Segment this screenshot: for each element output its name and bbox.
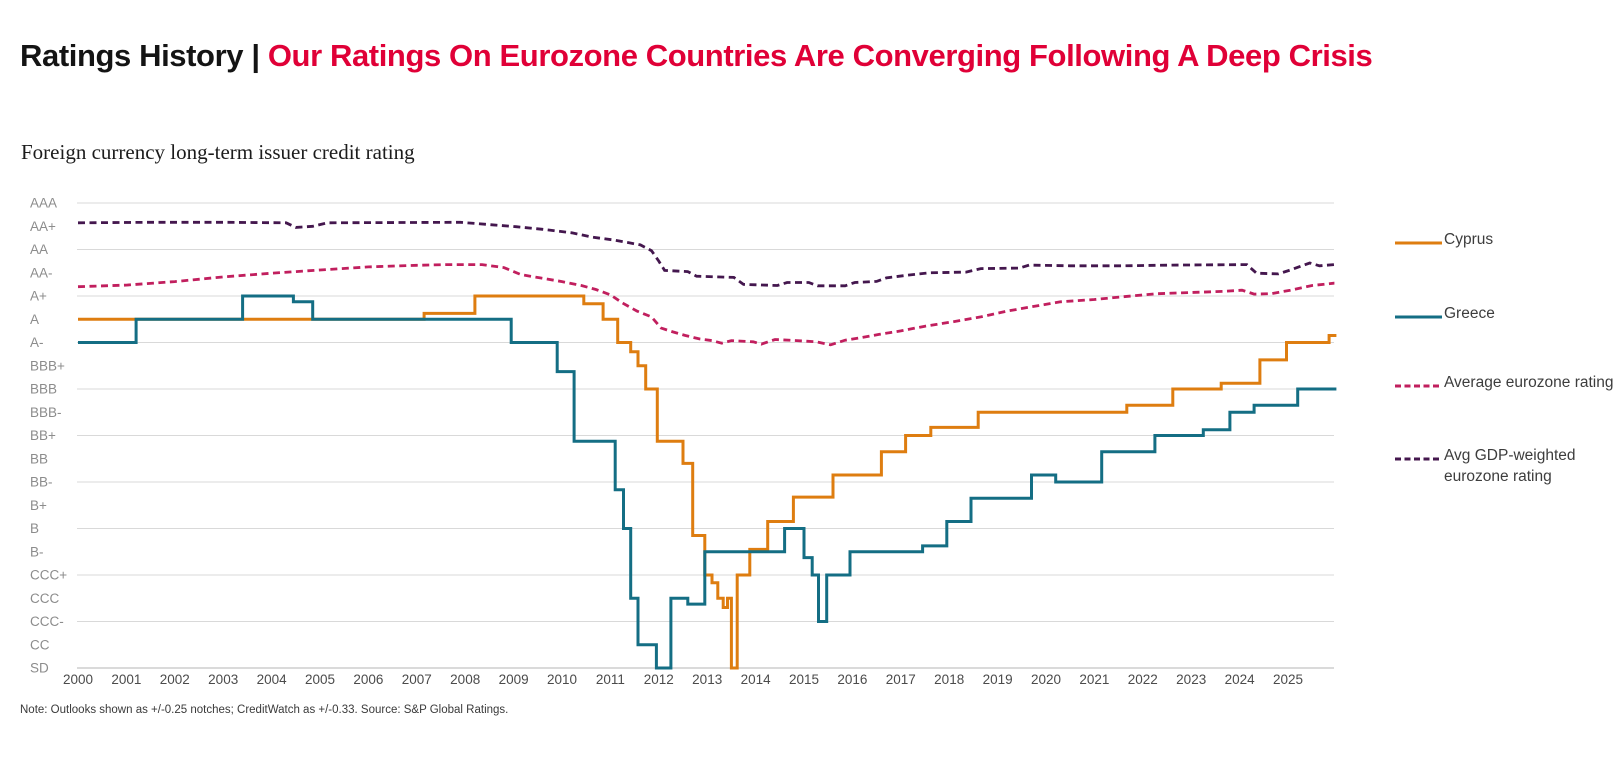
x-axis-label: 2016 [837,672,867,687]
series-line-cyprus [78,294,1337,670]
x-axis-label: 2003 [208,672,238,687]
legend-item-gdp-weighted: Avg GDP-weighted eurozone rating [1394,445,1613,487]
y-axis-label: BBB+ [30,358,65,373]
page-title-highlight: Our Ratings On Eurozone Countries Are Co… [267,37,1373,73]
x-axis-label: 2014 [741,672,772,687]
y-axis-label: B [30,521,39,536]
x-axis-label: 2015 [789,672,819,687]
y-axis-label: BB [30,451,48,466]
x-axis-label: 2002 [160,672,190,687]
y-axis-label: B- [30,544,44,559]
gdp-weighted-line-swatch [1395,457,1442,461]
cyprus-line-swatch [1395,241,1442,245]
y-axis-label: AA+ [30,219,56,234]
x-axis-label: 2021 [1079,672,1109,687]
legend-label: Greece [1444,305,1495,322]
avg-eurozone-line-swatch [1395,384,1442,388]
legend-label: Cyprus [1444,231,1494,248]
x-axis-label: 2010 [547,672,577,687]
x-axis-label: 2025 [1273,672,1303,687]
y-axis-label: CCC+ [30,568,67,583]
y-axis-label: A- [30,335,44,350]
y-axis-label: AA [30,242,48,257]
x-axis-label: 2004 [257,672,288,687]
chart-subtitle: Foreign currency long-term issuer credit… [21,140,415,164]
y-axis-label: A [30,312,39,327]
y-axis-label: B+ [30,498,47,513]
page-title-prefix: Ratings History [20,37,244,73]
x-axis-label: 2020 [1031,672,1061,687]
y-axis-label: BBB [30,382,57,397]
y-axis-label: A+ [30,289,47,304]
legend-item-greece: Greece [1394,303,1613,325]
x-axis-label: 2019 [983,672,1013,687]
y-axis-label: BB+ [30,428,56,443]
y-axis-label: BB- [30,475,53,490]
series-line-avg-gdp-weighted-eurozone-rating [77,220,1335,288]
x-axis-label: 2001 [111,672,141,687]
legend-item-cyprus: Cyprus [1394,229,1613,251]
y-axis-label: AA- [30,265,53,280]
x-axis-label: 2023 [1176,672,1206,687]
y-axis-label: CC [30,637,50,652]
x-axis-label: 2018 [934,672,964,687]
x-axis-label: 2000 [63,672,93,687]
x-axis-label: 2009 [499,672,529,687]
x-axis-label: 2007 [402,672,432,687]
y-axis-label: CCC- [30,614,64,629]
y-axis-label: BBB- [30,405,62,420]
legend-label: Avg GDP-weighted eurozone rating [1444,447,1576,485]
source-note: Note: Outlooks shown as +/-0.25 notches;… [20,704,509,716]
x-axis-label: 2022 [1128,672,1158,687]
x-axis-label: 2008 [450,672,480,687]
x-axis-label: 2012 [644,672,674,687]
legend-item-avg-eurozone: Average eurozone rating [1394,372,1613,394]
x-axis-label: 2006 [353,672,383,687]
greece-line-swatch [1395,315,1442,319]
y-axis-label: AAA [30,196,57,211]
x-axis-label: 2005 [305,672,335,687]
y-axis-label: CCC [30,591,59,606]
page-title: Ratings History | Our Ratings On Eurozon… [20,33,1440,78]
y-axis-label: SD [30,661,49,676]
x-axis-label: 2013 [692,672,722,687]
series-line-average-eurozone-rating [77,263,1335,347]
series-line-greece [78,294,1337,670]
page-title-separator: | [251,37,260,73]
legend-label: Average eurozone rating [1444,374,1613,391]
x-axis-label: 2024 [1225,672,1256,687]
x-axis-label: 2017 [886,672,916,687]
x-axis-label: 2011 [596,672,625,687]
